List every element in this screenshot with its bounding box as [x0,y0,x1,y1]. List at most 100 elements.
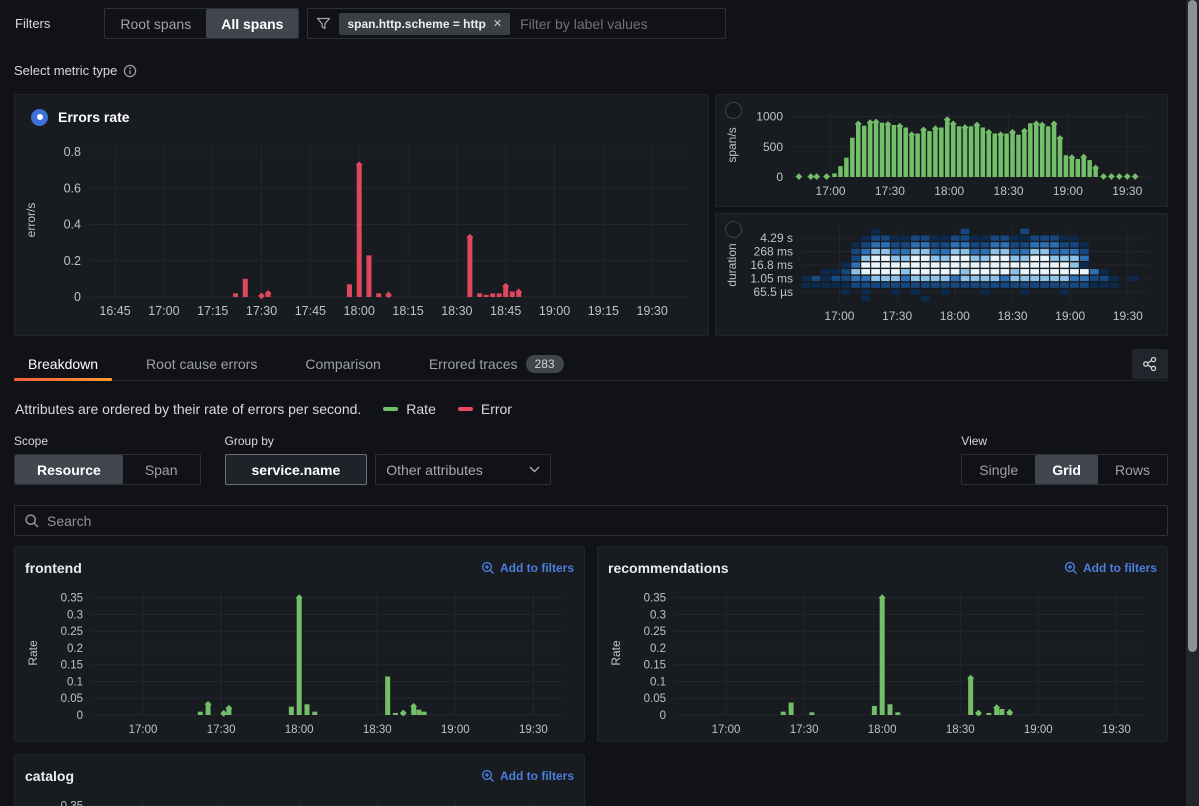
svg-text:0.2: 0.2 [64,254,81,268]
group-by-service-name-button[interactable]: service.name [224,454,368,485]
label-filter-box[interactable]: span.http.scheme = http ✕ [307,8,727,39]
frontend-chart: 17:00 17:30 18:00 18:30 19:00 19:30 0 0.05 0.1 0.… [26,591,562,736]
panel-title-catalog: catalog [25,768,75,784]
search-input[interactable] [47,512,1158,529]
svg-text:0: 0 [77,710,83,722]
view-single-button[interactable]: Single [962,455,1035,484]
legend-rate: Rate [383,401,436,417]
svg-text:17:15: 17:15 [197,304,228,318]
tab-comparison[interactable]: Comparison [305,355,381,372]
svg-text:1.05 ms: 1.05 ms [750,271,793,285]
svg-text:0.25: 0.25 [61,626,83,638]
errors-rate-chart: 16:45 17:00 17:15 17:30 17:45 18:00 18:15 18:30… [24,143,688,318]
search-plus-icon [1064,561,1078,575]
svg-text:18:00: 18:00 [940,309,970,323]
svg-text:0: 0 [776,170,783,184]
rate-legend-dash [383,407,399,411]
svg-text:17:00: 17:00 [148,304,179,318]
svg-text:18:30: 18:30 [946,724,975,736]
spans-rate-radio[interactable] [725,102,742,119]
scope-label: Scope [14,434,49,448]
scope-toggle-group: Resource Span [14,454,201,485]
error-legend-dash [457,407,473,411]
funnel-icon [316,16,331,31]
svg-text:17:30: 17:30 [875,184,905,198]
view-control: View Single Grid Rows [961,434,1168,485]
view-label: View [961,434,988,448]
scrollbar-thumb[interactable] [1188,0,1197,652]
add-to-filters-link[interactable]: Add to filters [481,769,574,783]
svg-text:17:00: 17:00 [816,184,846,198]
svg-text:4.29 s: 4.29 s [760,231,793,245]
info-icon[interactable] [123,64,137,78]
svg-text:19:00: 19:00 [441,724,470,736]
duration-panel[interactable]: 17:00 17:30 18:00 18:30 19:00 19:30 4.29 s 268 … [715,213,1168,336]
tab-root-cause-errors[interactable]: Root cause errors [146,355,258,372]
errors-rate-radio[interactable] [31,108,48,126]
svg-text:19:00: 19:00 [1055,309,1085,323]
svg-text:19:00: 19:00 [1053,184,1083,198]
errored-traces-count-badge: 283 [525,354,564,373]
svg-text:0.1: 0.1 [650,676,666,688]
svg-text:0.8: 0.8 [64,145,81,159]
svg-text:0.2: 0.2 [650,643,666,655]
chevron-down-icon [529,466,540,473]
search-box[interactable] [14,505,1168,536]
breakdown-panel-frontend: frontend Add to filters 17:00 17:30 18:00 1… [14,546,585,742]
group-by-control: Group by service.name Other attributes [224,434,552,485]
share-button[interactable] [1132,348,1168,379]
legend-text: Attributes are ordered by their rate of … [15,401,362,417]
svg-text:500: 500 [763,140,783,154]
duration-radio[interactable] [725,221,742,238]
spans-rate-panel[interactable]: 17:00 17:30 18:00 18:30 19:00 19:30 0 500 1000 sp… [715,94,1168,207]
span-scope-toggle: Root spans All spans [104,8,300,39]
svg-text:span/s: span/s [725,127,739,162]
svg-text:17:30: 17:30 [882,309,912,323]
svg-text:0.1: 0.1 [67,676,83,688]
svg-text:0.35: 0.35 [61,593,83,605]
filter-bar: Filters Root spans All spans span.http.s… [14,8,1168,39]
view-rows-button[interactable]: Rows [1098,455,1167,484]
tab-breakdown[interactable]: Breakdown [14,347,113,381]
svg-text:0.6: 0.6 [64,181,81,195]
all-spans-button[interactable]: All spans [206,9,299,38]
view-toggle-group: Single Grid Rows [961,454,1168,485]
svg-text:0.3: 0.3 [67,609,83,621]
svg-text:Rate: Rate [609,640,623,666]
svg-text:18:30: 18:30 [363,724,392,736]
errors-rate-title: Errors rate [58,109,130,125]
svg-text:0: 0 [74,290,81,304]
spans-rate-chart: 17:00 17:30 18:00 18:30 19:00 19:30 0 500 1000 sp… [725,110,1149,198]
search-plus-icon [481,561,495,575]
svg-text:19:30: 19:30 [519,724,548,736]
add-to-filters-link[interactable]: Add to filters [481,561,574,575]
svg-text:18:30: 18:30 [994,184,1024,198]
svg-text:error/s: error/s [24,203,38,238]
svg-text:18:30: 18:30 [997,309,1027,323]
tab-errored-traces[interactable]: Errored traces 283 [415,347,578,380]
tabs-bar: Breakdown Root cause errors Comparison E… [14,347,1168,381]
root-spans-button[interactable]: Root spans [105,9,206,38]
legend-row: Attributes are ordered by their rate of … [14,401,1168,417]
svg-text:0.3: 0.3 [650,609,666,621]
svg-text:0: 0 [660,710,666,722]
breakdown-panel-recommendations: recommendations Add to filters 17:00 17:3… [597,546,1168,742]
label-filter-input[interactable] [520,15,718,32]
other-attributes-label: Other attributes [386,461,483,478]
svg-text:Rate: Rate [26,640,40,666]
errors-rate-panel[interactable]: Errors rate 16:45 17:00 17:15 17:30 17:45 18:… [14,94,709,336]
svg-text:duration: duration [725,243,739,286]
filter-chip[interactable]: span.http.scheme = http ✕ [339,12,511,35]
vertical-scrollbar[interactable] [1186,0,1199,806]
remove-filter-icon[interactable]: ✕ [492,18,503,30]
scope-span-button[interactable]: Span [123,455,200,484]
svg-text:19:30: 19:30 [1102,724,1131,736]
scope-resource-button[interactable]: Resource [15,455,123,484]
add-to-filters-link[interactable]: Add to filters [1064,561,1157,575]
panel-title-recommendations: recommendations [608,560,729,576]
other-attributes-select[interactable]: Other attributes [375,454,552,485]
svg-text:19:15: 19:15 [588,304,619,318]
metric-side-column: 17:00 17:30 18:00 18:30 19:00 19:30 0 500 1000 sp… [715,94,1168,336]
svg-text:17:00: 17:00 [824,309,854,323]
view-grid-button[interactable]: Grid [1035,455,1098,484]
